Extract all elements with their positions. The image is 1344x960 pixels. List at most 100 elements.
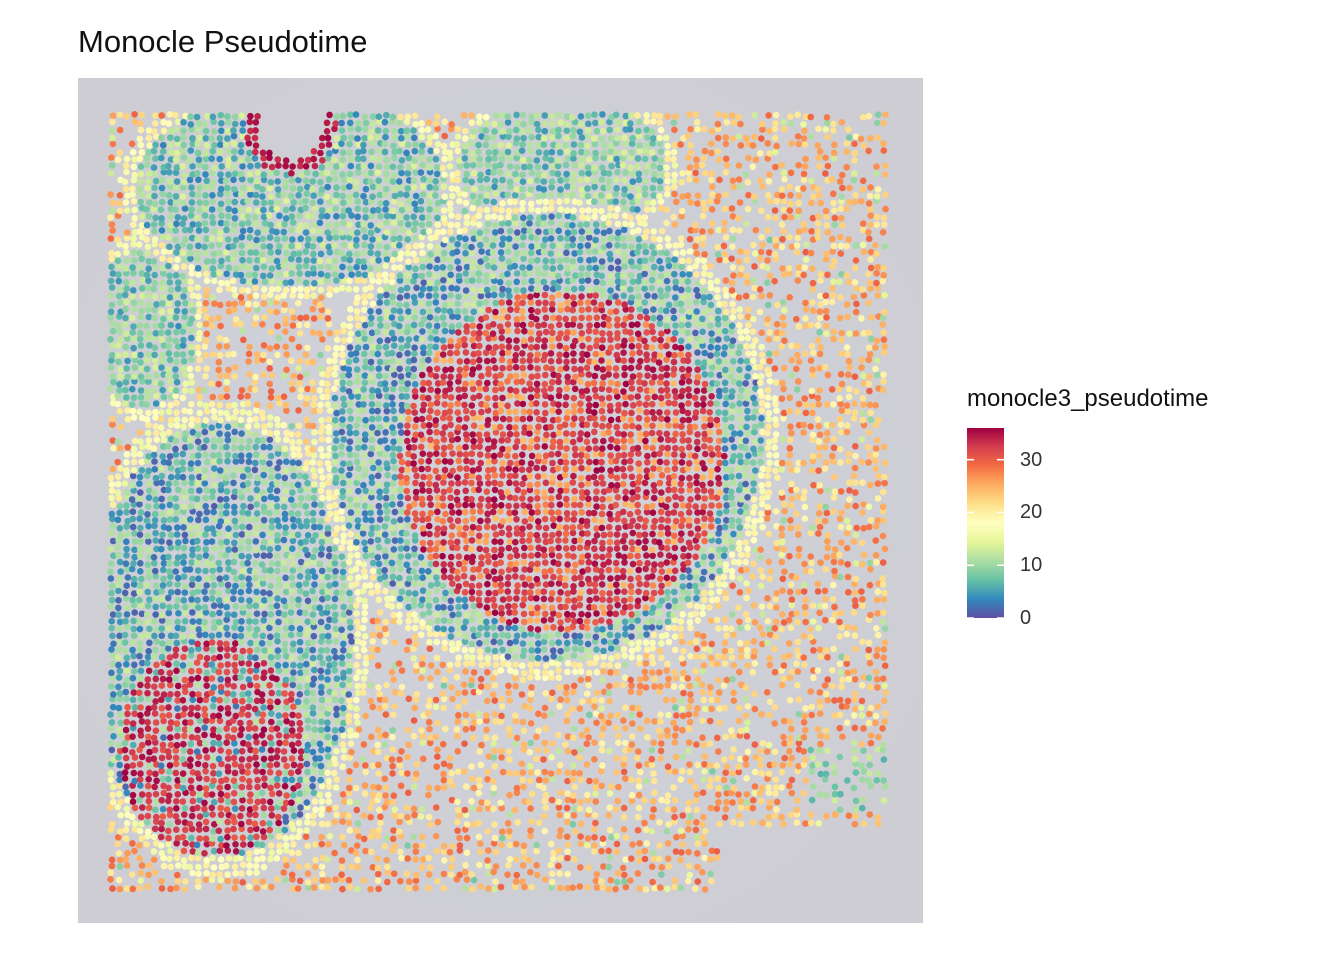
scatter-point bbox=[418, 567, 426, 575]
scatter-point bbox=[564, 590, 571, 597]
scatter-point bbox=[282, 524, 289, 531]
scatter-point bbox=[295, 740, 302, 747]
scatter-point bbox=[541, 768, 549, 776]
scatter-point bbox=[309, 611, 317, 618]
scatter-point bbox=[526, 503, 533, 510]
scatter-point bbox=[367, 833, 375, 840]
scatter-point bbox=[874, 517, 882, 524]
scatter-point bbox=[131, 609, 138, 616]
scatter-point bbox=[247, 791, 254, 798]
scatter-point bbox=[411, 466, 419, 473]
scatter-point bbox=[701, 515, 708, 522]
scatter-point bbox=[251, 820, 259, 828]
scatter-point bbox=[114, 834, 122, 841]
scatter-point bbox=[460, 572, 468, 580]
scatter-point bbox=[547, 695, 555, 703]
scatter-point bbox=[208, 639, 216, 646]
scatter-point bbox=[215, 827, 223, 835]
scatter-point bbox=[670, 784, 677, 791]
scatter-point bbox=[671, 877, 678, 884]
scatter-point bbox=[879, 741, 887, 749]
scatter-point bbox=[505, 725, 513, 733]
scatter-point bbox=[253, 610, 261, 617]
scatter-point bbox=[376, 509, 384, 516]
scatter-point bbox=[319, 659, 326, 667]
scatter-point bbox=[446, 666, 454, 674]
scatter-point bbox=[353, 496, 360, 503]
scatter-point bbox=[592, 575, 600, 582]
scatter-point bbox=[548, 659, 556, 667]
scatter-point bbox=[637, 725, 644, 732]
scatter-point bbox=[555, 631, 562, 638]
scatter-point bbox=[251, 705, 259, 713]
scatter-point bbox=[246, 653, 254, 661]
scatter-point bbox=[766, 661, 774, 669]
scatter-point bbox=[519, 776, 526, 784]
scatter-point bbox=[188, 704, 195, 712]
scatter-point bbox=[303, 689, 311, 696]
scatter-point bbox=[512, 617, 519, 624]
scatter-point bbox=[123, 538, 130, 545]
scatter-point bbox=[679, 726, 686, 734]
scatter-point bbox=[699, 603, 707, 611]
scatter-point bbox=[670, 472, 678, 480]
scatter-point bbox=[527, 640, 534, 648]
scatter-point bbox=[882, 689, 889, 696]
scatter-point bbox=[173, 531, 181, 538]
scatter-point bbox=[109, 674, 116, 682]
scatter-point bbox=[165, 753, 173, 761]
scatter-point bbox=[548, 589, 556, 597]
scatter-point bbox=[391, 842, 399, 850]
scatter-point bbox=[542, 804, 550, 811]
scatter-point bbox=[535, 710, 542, 718]
scatter-point bbox=[304, 675, 311, 683]
scatter-point bbox=[325, 552, 333, 560]
scatter-point bbox=[801, 503, 809, 511]
scatter-point bbox=[427, 734, 435, 741]
scatter-point bbox=[138, 633, 146, 640]
scatter-point bbox=[822, 503, 829, 511]
scatter-point bbox=[520, 783, 527, 791]
scatter-point bbox=[354, 532, 362, 540]
scatter-point bbox=[612, 681, 620, 689]
scatter-point bbox=[404, 466, 411, 474]
scatter-point bbox=[303, 760, 311, 768]
scatter-point bbox=[730, 785, 738, 792]
scatter-point bbox=[174, 624, 182, 632]
scatter-point bbox=[267, 529, 274, 537]
scatter-point bbox=[258, 561, 266, 568]
scatter-point bbox=[258, 841, 266, 849]
scatter-point bbox=[569, 776, 577, 783]
scatter-point bbox=[715, 653, 722, 660]
scatter-point bbox=[462, 524, 470, 532]
scatter-point bbox=[714, 775, 722, 782]
scatter-point bbox=[258, 789, 266, 797]
scatter-point bbox=[389, 770, 396, 777]
scatter-point bbox=[187, 516, 194, 523]
scatter-point bbox=[297, 748, 305, 755]
scatter-point bbox=[311, 595, 319, 603]
scatter-point bbox=[143, 818, 151, 826]
scatter-point bbox=[237, 544, 245, 552]
scatter-point bbox=[274, 637, 281, 645]
scatter-point bbox=[354, 589, 362, 596]
scatter-point bbox=[662, 503, 670, 511]
scatter-point bbox=[744, 748, 752, 756]
scatter-point bbox=[247, 841, 254, 848]
scatter-point bbox=[850, 538, 858, 545]
scatter-point bbox=[658, 597, 666, 605]
scatter-point bbox=[491, 486, 499, 494]
scatter-point bbox=[461, 698, 468, 705]
scatter-point bbox=[396, 762, 404, 769]
scatter-point bbox=[828, 666, 836, 674]
scatter-point bbox=[744, 551, 751, 559]
scatter-point bbox=[311, 876, 319, 883]
scatter-point bbox=[403, 870, 411, 878]
scatter-point bbox=[137, 524, 144, 532]
scatter-point bbox=[836, 753, 844, 761]
scatter-point bbox=[759, 739, 767, 747]
scatter-point bbox=[354, 551, 361, 559]
scatter-point bbox=[361, 616, 368, 624]
scatter-point bbox=[369, 638, 377, 645]
scatter-point bbox=[196, 784, 203, 792]
